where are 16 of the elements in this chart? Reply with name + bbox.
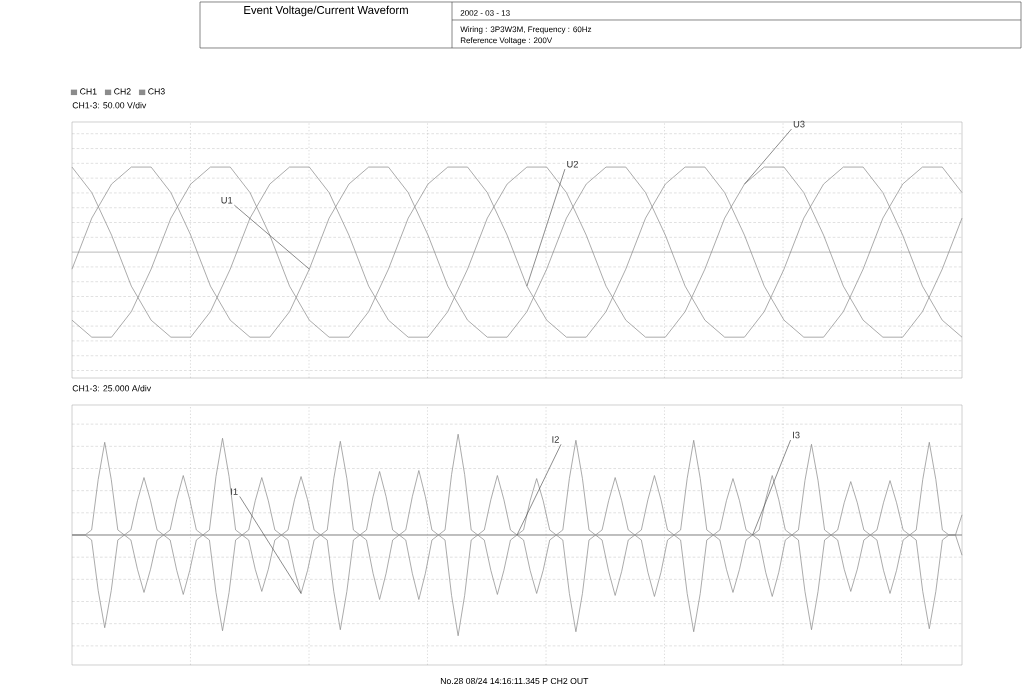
y-axis-title: CH1-3: 50.00 V/div: [72, 102, 147, 109]
legend-label: CH3: [148, 88, 165, 95]
y-axis-title: CH1-3: 25.000 A/div: [72, 385, 152, 392]
legend-label: CH2: [114, 88, 131, 95]
text: 2002 - 03 - 13: [460, 10, 510, 16]
annotation: I2: [552, 436, 559, 443]
annotation: U2: [567, 160, 578, 168]
text: No.28 08/24 14:16:11.345 P CH2 OUT: [440, 677, 589, 685]
text: Wiring : 3P3W3M, Frequency : 60Hz: [460, 26, 592, 34]
annotation: I3: [793, 431, 800, 439]
annotation: U1: [221, 196, 233, 204]
legend-label: CH1: [80, 88, 97, 95]
text: U3: [793, 120, 805, 128]
chart-title: Event Voltage/Current Waveform: [244, 5, 408, 17]
annotation: I1: [231, 488, 238, 495]
text: Reference Voltage : 200V: [460, 37, 553, 45]
